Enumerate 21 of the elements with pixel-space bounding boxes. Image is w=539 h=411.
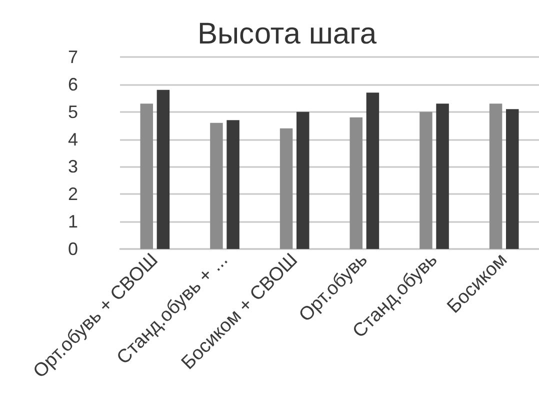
bar — [350, 117, 363, 249]
y-tick-label: 0 — [68, 239, 78, 259]
y-tick-label: 3 — [68, 156, 78, 177]
y-tick-label: 6 — [68, 74, 78, 94]
bar — [156, 90, 170, 249]
bar — [210, 122, 223, 249]
chart-title: Высота шага — [197, 18, 377, 50]
bar — [280, 128, 293, 249]
bar — [506, 109, 519, 249]
y-tick-label: 7 — [68, 47, 78, 67]
y-tick-label: 1 — [68, 212, 78, 232]
y-tick-label: 2 — [68, 184, 78, 204]
bar — [436, 104, 449, 249]
bar — [366, 92, 380, 249]
y-tick-label: 5 — [68, 102, 78, 122]
bar — [226, 120, 240, 249]
bar — [296, 112, 310, 249]
bar — [489, 104, 502, 249]
bar — [420, 112, 432, 249]
y-tick-label: 4 — [68, 129, 78, 150]
bar — [140, 104, 154, 249]
